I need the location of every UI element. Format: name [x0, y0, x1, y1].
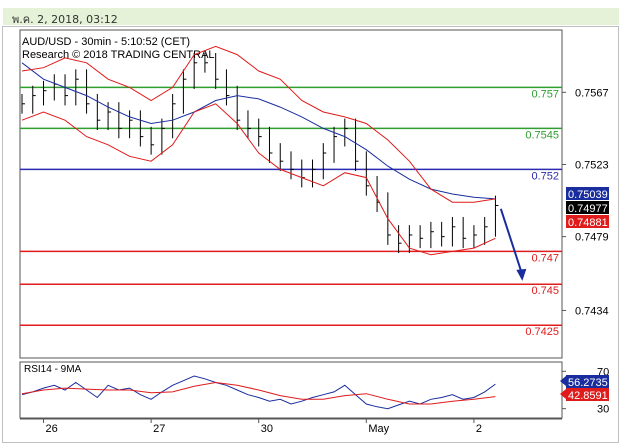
x-tick-label: 2: [476, 423, 482, 435]
level-label: 0.747: [531, 252, 559, 264]
rsi-line-series: [21, 381, 496, 405]
price-y-tick-label: 0.7434: [575, 305, 609, 317]
price-y-tick-label: 0.7523: [575, 159, 609, 171]
chart-subtitle: Research © 2018 TRADING CENTRAL: [22, 49, 215, 61]
price-badge: [566, 215, 609, 228]
rsi-badge-pointer: [560, 376, 566, 386]
rsi-badge-pointer: [560, 389, 566, 399]
rsi-badge: [566, 388, 609, 401]
timestamp-text: พ.ค. 2, 2018, 03:12: [12, 13, 118, 26]
rsi-y-tick-label: 30: [597, 404, 609, 416]
price-y-tick-label: 0.7479: [575, 232, 609, 244]
chart-frame: [2, 26, 619, 443]
rsi-line-series: [21, 375, 496, 410]
price-badge: [566, 201, 609, 214]
forecast-arrow-shaft: [499, 208, 524, 276]
x-tick-label: 26: [46, 423, 58, 435]
rsi-badge-label: 42.8591: [568, 390, 608, 402]
price-line-series: [21, 45, 496, 203]
forecast-arrowhead: [516, 268, 527, 281]
price-panel-frame: [19, 29, 563, 359]
timestamp-bar: [3, 8, 619, 25]
price-line-series: [21, 103, 496, 256]
price-badge-label: 0.74881: [568, 217, 608, 229]
x-tick-label: 27: [153, 423, 165, 435]
rsi-badge-label: 56.2735: [568, 377, 608, 389]
rsi-badge: [566, 375, 609, 388]
level-label: 0.745: [531, 285, 559, 297]
price-badge-label: 0.75039: [568, 189, 608, 201]
rsi-panel-label: RSI14 - 9MA: [24, 364, 82, 375]
level-label: 0.7545: [525, 129, 559, 141]
rsi-panel-frame: [19, 361, 563, 419]
x-tick-label: May: [368, 423, 389, 435]
level-label: 0.752: [531, 170, 559, 182]
price-badge: [566, 187, 609, 200]
level-label: 0.757: [531, 88, 559, 100]
price-badge-label: 0.74977: [568, 203, 608, 215]
level-label: 0.7425: [525, 326, 559, 338]
x-tick-label: 30: [261, 423, 273, 435]
price-line-series: [21, 62, 496, 200]
price-y-tick-label: 0.7567: [575, 87, 609, 99]
chart-title: AUD/USD - 30min - 5:10:52 (CET): [22, 36, 190, 48]
